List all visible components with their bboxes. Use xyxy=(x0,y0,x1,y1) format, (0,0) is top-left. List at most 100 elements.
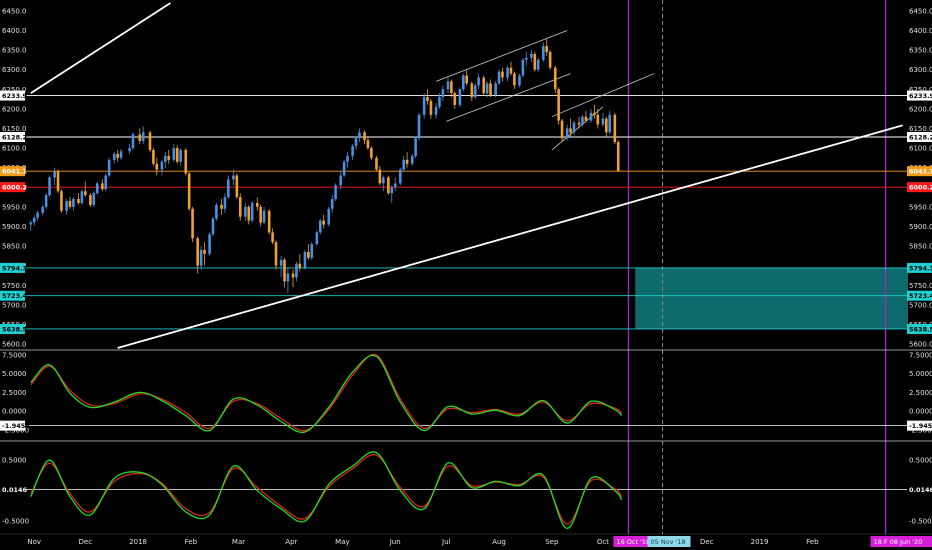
candle-body xyxy=(584,116,588,121)
candle-body xyxy=(378,169,382,184)
candle-body xyxy=(533,53,537,70)
candle xyxy=(175,144,179,164)
candle xyxy=(298,253,302,272)
trendline-3[interactable] xyxy=(435,30,568,82)
price-tag-label: 0.0146 xyxy=(909,486,932,494)
candle xyxy=(351,144,354,160)
time-axis[interactable]: Nov Dec 2018 Feb Mar Apr May Jun Jul Aug Sep Oct Dec… xyxy=(0,533,932,547)
candle xyxy=(41,204,45,216)
candle xyxy=(497,69,501,86)
y-tick-label-left: 6150.0 xyxy=(2,125,27,133)
candle-body xyxy=(41,206,45,213)
candle xyxy=(80,189,84,205)
y-tick-label-left: 6250.0 xyxy=(2,86,27,94)
candle xyxy=(477,73,480,90)
candle xyxy=(605,116,608,137)
candle-body xyxy=(318,220,322,233)
trendline-6[interactable] xyxy=(551,73,655,118)
candle xyxy=(450,79,453,98)
candle-body xyxy=(450,81,453,94)
candle-body xyxy=(271,232,274,243)
y-tick-label-left: 5600.0 xyxy=(2,341,27,349)
price-tag-right: 5638.5 xyxy=(907,323,932,334)
candle xyxy=(596,108,600,129)
target-zone[interactable] xyxy=(635,267,908,329)
candle xyxy=(410,153,414,166)
x-tick-label: Feb xyxy=(185,538,198,546)
candle-body xyxy=(446,81,450,90)
candle xyxy=(279,255,283,278)
candle-body xyxy=(414,138,417,156)
candle-body xyxy=(565,128,569,139)
candle xyxy=(581,114,584,127)
candle xyxy=(536,57,540,72)
candle xyxy=(65,199,68,215)
candle xyxy=(155,157,159,176)
candle xyxy=(104,173,108,192)
candle xyxy=(426,89,429,105)
candle xyxy=(77,193,80,205)
candle xyxy=(220,199,223,215)
price-tag-right: 5723.4 xyxy=(907,290,932,301)
candle xyxy=(608,110,612,135)
y-tick-label-right: -0.5000 xyxy=(909,518,932,526)
oscillator-1-tag-right: -1.9456 xyxy=(907,420,932,431)
price-tag-bg xyxy=(0,323,25,334)
trendline-2[interactable] xyxy=(117,124,903,349)
candle xyxy=(112,151,116,164)
candle-body xyxy=(291,273,295,278)
candle-body xyxy=(327,208,331,225)
y-tick-label-right: 6200.0 xyxy=(909,105,932,113)
candle xyxy=(262,206,266,225)
candle-body xyxy=(104,175,108,190)
y-tick-label-right: 6100.0 xyxy=(909,145,932,153)
candle-body xyxy=(107,159,111,176)
candle-body xyxy=(286,273,290,282)
candle xyxy=(572,120,576,135)
candle-body xyxy=(577,122,581,125)
trendline-4[interactable] xyxy=(446,73,571,122)
candle xyxy=(95,181,99,196)
candle-body xyxy=(393,183,397,188)
price-tag-bg xyxy=(0,90,25,101)
candle-body xyxy=(605,118,608,133)
y-tick-label-left: 0.5000 xyxy=(2,457,27,465)
candle-body xyxy=(494,83,497,96)
y-tick-label-right: 6350.0 xyxy=(909,47,932,55)
y-tick-label-right: 6400.0 xyxy=(909,27,932,35)
candle-body xyxy=(232,175,235,180)
price-tag-label: 6233.9 xyxy=(909,92,932,100)
candle xyxy=(267,208,271,235)
candle-body xyxy=(53,171,56,178)
candle-body xyxy=(569,128,572,133)
candle xyxy=(513,71,516,90)
candle-body xyxy=(267,210,271,233)
candle xyxy=(530,50,533,62)
y-tick-label-right: 5600.0 xyxy=(909,341,932,349)
candle xyxy=(72,197,75,211)
candle xyxy=(211,216,215,237)
candle-body xyxy=(363,132,366,141)
candle-body xyxy=(470,83,474,98)
candle-body xyxy=(601,118,605,125)
candle-body xyxy=(138,134,142,141)
candle-body xyxy=(375,157,378,170)
candle xyxy=(381,175,385,192)
candle xyxy=(89,193,92,207)
y-tick-label-left: 6200.0 xyxy=(2,105,27,113)
candle-body xyxy=(581,116,584,125)
oscillator-2-tag-right: 0.0146 xyxy=(907,484,932,495)
candle xyxy=(560,118,564,143)
x-tick-label: Dec xyxy=(79,538,93,546)
candle-body xyxy=(175,148,179,162)
candle-body xyxy=(203,249,206,254)
candle-body xyxy=(72,199,75,207)
trendline-1[interactable] xyxy=(30,2,171,94)
candle xyxy=(482,75,486,96)
candle xyxy=(542,42,545,62)
candle-body xyxy=(279,259,283,266)
candle xyxy=(533,52,537,72)
y-tick-label-left: 5.0000 xyxy=(2,370,27,378)
candle-body xyxy=(354,138,358,147)
